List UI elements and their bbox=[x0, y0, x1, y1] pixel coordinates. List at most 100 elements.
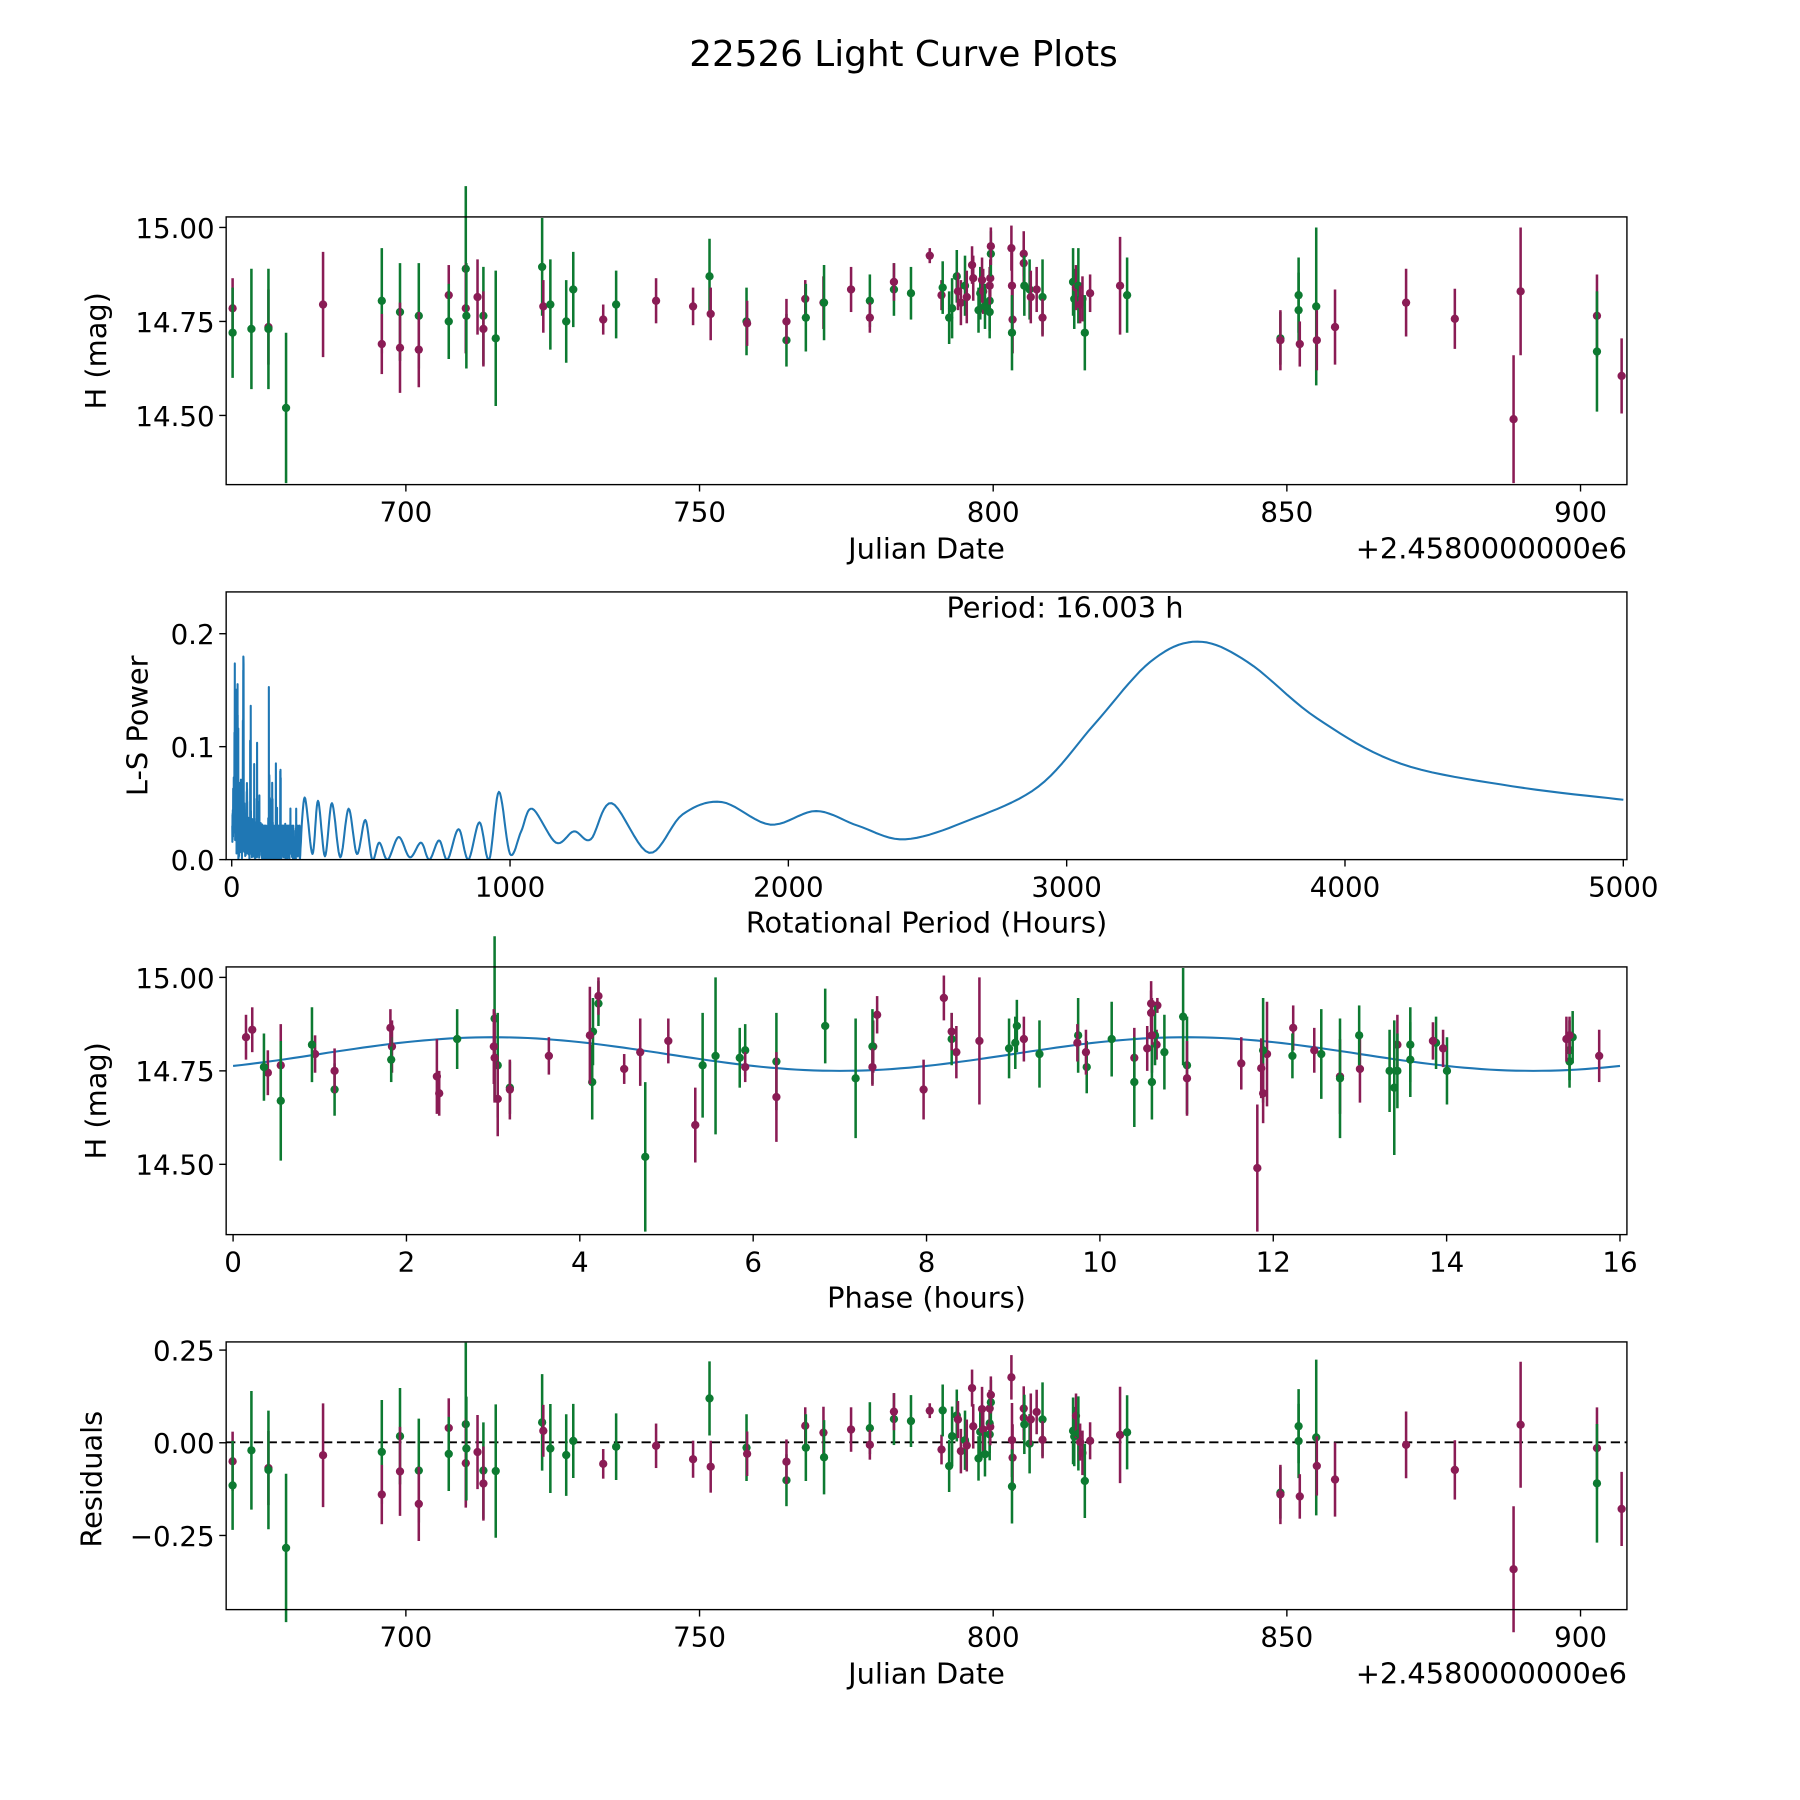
data-point bbox=[1020, 1420, 1029, 1429]
data-point bbox=[691, 1120, 700, 1130]
data-point bbox=[585, 1031, 595, 1040]
data-point bbox=[1130, 1077, 1139, 1087]
data-point bbox=[228, 328, 237, 337]
data-point bbox=[782, 1457, 791, 1466]
data-point bbox=[1310, 1046, 1319, 1055]
data-point bbox=[432, 1072, 442, 1081]
periodogram-panel: 0 1000 2000 3000 4000 5000 0.0 0.1 0.2 Period: 1… bbox=[121, 590, 1659, 939]
data-point bbox=[938, 1406, 947, 1415]
data-point bbox=[782, 317, 791, 326]
data-point bbox=[735, 1053, 744, 1062]
data-point bbox=[980, 302, 990, 311]
data-point bbox=[865, 296, 875, 305]
data-point bbox=[1147, 1077, 1157, 1087]
x-tick-label: 5000 bbox=[1588, 871, 1658, 904]
x-tick-label: 750 bbox=[673, 496, 726, 529]
data-point bbox=[664, 1036, 673, 1046]
data-point bbox=[387, 1055, 396, 1064]
x-tick-label: 850 bbox=[1260, 1621, 1313, 1654]
data-point bbox=[473, 292, 482, 302]
x-tick-label: 750 bbox=[673, 1621, 726, 1654]
data-point bbox=[956, 298, 966, 307]
data-point bbox=[1617, 371, 1626, 381]
data-point bbox=[1237, 1059, 1246, 1068]
data-point bbox=[1026, 1415, 1035, 1424]
data-point bbox=[1295, 1492, 1304, 1501]
data-point bbox=[969, 1422, 978, 1431]
phase-panel: 0 2 4 6 8 10 12 14 16 15.00 14.75 14.50 Phase (hour… bbox=[79, 936, 1638, 1314]
data-point bbox=[1035, 1049, 1044, 1059]
data-point bbox=[1385, 1066, 1394, 1076]
data-point bbox=[544, 1051, 554, 1061]
data-point bbox=[1122, 290, 1132, 300]
data-point bbox=[562, 317, 571, 326]
x-tick-label: 800 bbox=[967, 1621, 1020, 1654]
data-point bbox=[956, 1446, 966, 1456]
data-point bbox=[1312, 302, 1321, 311]
data-point bbox=[1160, 1048, 1169, 1057]
data-point bbox=[1253, 1163, 1262, 1173]
data-point bbox=[1152, 1040, 1161, 1049]
data-point bbox=[462, 1444, 471, 1453]
data-point bbox=[1335, 1074, 1345, 1083]
data-point bbox=[1012, 1021, 1022, 1031]
data-point bbox=[925, 1406, 934, 1415]
data-point bbox=[1312, 336, 1321, 345]
data-point bbox=[688, 302, 698, 311]
data-point bbox=[491, 334, 500, 343]
x-tick-label: 700 bbox=[379, 1621, 432, 1654]
y-tick-label: −0.25 bbox=[130, 1520, 215, 1553]
data-point bbox=[264, 1465, 273, 1475]
periodogram-marks bbox=[231, 640, 1624, 860]
data-point bbox=[986, 242, 996, 251]
data-point bbox=[248, 1025, 257, 1034]
data-point bbox=[247, 1446, 256, 1455]
data-point bbox=[1115, 1430, 1125, 1440]
y-tick-label: 14.50 bbox=[135, 400, 214, 433]
data-point bbox=[868, 1062, 877, 1072]
data-point bbox=[742, 319, 752, 328]
data-point bbox=[537, 262, 547, 272]
data-point bbox=[1146, 1008, 1156, 1018]
periodogram-line bbox=[231, 640, 1624, 860]
y-tick-label: 14.75 bbox=[135, 306, 214, 339]
data-point bbox=[889, 277, 899, 287]
data-point bbox=[1007, 328, 1017, 337]
x-tick-label: 850 bbox=[1260, 496, 1313, 529]
data-point bbox=[1276, 336, 1285, 345]
x-tick-label: 14 bbox=[1429, 1246, 1464, 1279]
data-point bbox=[1516, 1420, 1525, 1429]
data-point bbox=[546, 300, 555, 309]
data-point bbox=[1085, 289, 1095, 298]
axes-frame bbox=[225, 591, 1628, 861]
data-point bbox=[1428, 1036, 1438, 1046]
x-tick-label: 700 bbox=[379, 496, 432, 529]
y-axis-label: H (mag) bbox=[79, 1042, 113, 1159]
data-point bbox=[906, 1416, 916, 1426]
data-point bbox=[819, 298, 829, 307]
x-tick-label: 900 bbox=[1554, 496, 1607, 529]
data-point bbox=[706, 1462, 715, 1471]
data-point bbox=[307, 1040, 317, 1049]
data-point bbox=[1073, 1038, 1082, 1047]
x-tick-label: 0 bbox=[223, 871, 241, 904]
data-point bbox=[865, 1424, 875, 1433]
data-point bbox=[1182, 1074, 1192, 1083]
data-point bbox=[952, 1048, 961, 1057]
data-point bbox=[489, 1042, 498, 1051]
data-point bbox=[979, 1425, 988, 1434]
axis-ticks: 0 2 4 6 8 10 12 14 16 15.00 14.75 14.50 bbox=[135, 962, 1637, 1279]
data-point bbox=[479, 1479, 488, 1488]
data-point bbox=[651, 296, 661, 305]
x-tick-label: 10 bbox=[1082, 1246, 1117, 1279]
data-point bbox=[539, 1426, 548, 1435]
data-point bbox=[1330, 322, 1340, 332]
y-tick-label: 14.75 bbox=[135, 1055, 214, 1088]
data-point bbox=[330, 1066, 339, 1076]
data-point bbox=[620, 1064, 629, 1074]
data-point bbox=[947, 1027, 956, 1036]
axis-ticks: 700 750 800 850 900 15.00 14.75 14.50 bbox=[135, 212, 1607, 529]
data-point bbox=[1026, 292, 1035, 302]
offset-text: +2.4580000000e6 bbox=[1356, 1656, 1627, 1690]
data-point bbox=[851, 1074, 860, 1083]
